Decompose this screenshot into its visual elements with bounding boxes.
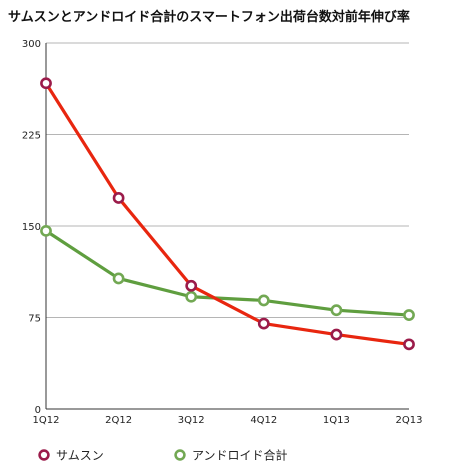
legend: サムスン アンドロイド合計 <box>38 448 288 463</box>
data-point-0-2 <box>185 279 198 292</box>
data-point-1-2 <box>185 290 198 303</box>
chart-title: サムスンとアンドロイド合計のスマートフォン出荷台数対前年伸び率 <box>8 10 410 25</box>
y-tick-label-0: 0 <box>35 405 41 416</box>
legend-marker-0 <box>38 449 50 461</box>
data-point-1-0 <box>40 224 52 237</box>
data-point-1-1 <box>112 272 125 285</box>
y-tick-label-225: 225 <box>22 131 41 142</box>
legend-label-1: アンドロイド合計 <box>192 448 288 463</box>
data-point-1-3 <box>257 294 270 307</box>
legend-label-0: サムスン <box>56 449 104 463</box>
data-point-0-4 <box>330 328 343 341</box>
x-tick-label-4Q12: 4Q12 <box>250 415 277 426</box>
x-tick-label-2Q13: 2Q13 <box>396 415 423 426</box>
series-lines <box>40 77 415 351</box>
grid-lines <box>46 42 409 318</box>
y-tick-label-300: 300 <box>22 39 41 50</box>
x-tick-label-2Q12: 2Q12 <box>105 415 132 426</box>
data-point-0-5 <box>403 338 415 351</box>
series-0 <box>40 77 415 351</box>
axes: 0 75 150 225 300 1Q12 2Q12 3Q12 4Q12 1Q13 2Q13 <box>22 39 423 426</box>
x-tick-label-1Q13: 1Q13 <box>323 415 350 426</box>
data-point-1-5 <box>403 309 415 321</box>
data-point-0-3 <box>257 317 270 330</box>
series-line-1 <box>44 229 411 317</box>
x-tick-label-1Q12: 1Q12 <box>33 415 60 426</box>
legend-marker-1 <box>174 449 186 461</box>
data-point-0-1 <box>112 192 125 204</box>
data-point-0-0 <box>40 77 52 90</box>
data-point-1-4 <box>330 304 343 317</box>
y-tick-label-150: 150 <box>22 222 41 233</box>
y-tick-label-75: 75 <box>28 314 41 325</box>
x-tick-label-3Q12: 3Q12 <box>178 415 205 426</box>
series-line-0 <box>44 81 411 346</box>
series-1 <box>40 224 415 321</box>
